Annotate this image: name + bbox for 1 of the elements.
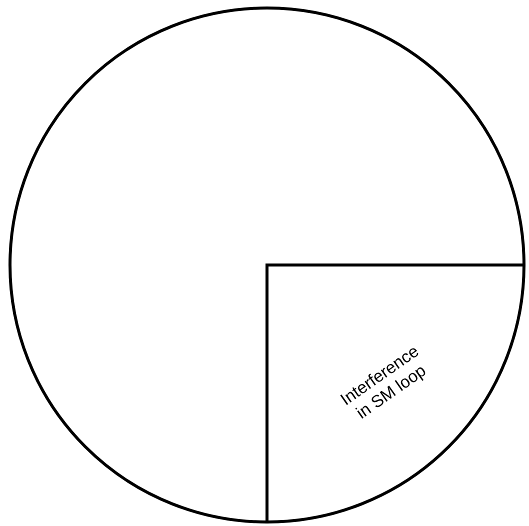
pie-slice — [8, 6, 526, 524]
